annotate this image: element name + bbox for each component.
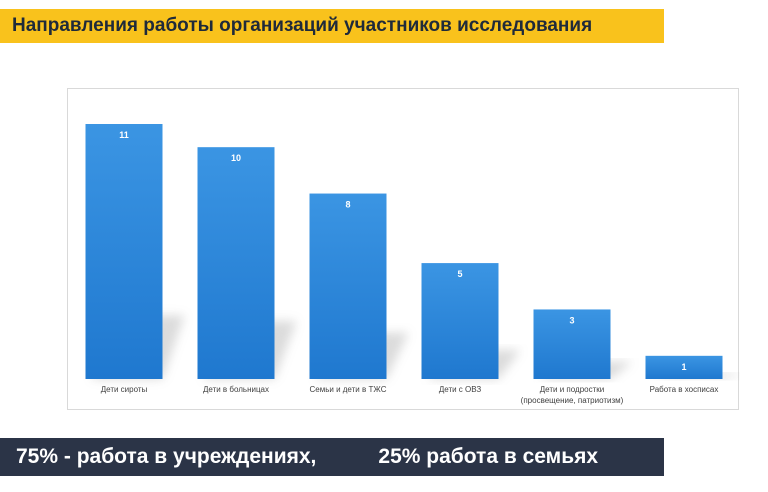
bar bbox=[533, 309, 611, 379]
title-banner: Направления работы организаций участнико… bbox=[0, 9, 664, 43]
bar bbox=[645, 355, 723, 379]
x-tick-label: Дети и подростки (просвещение, патриотизм… bbox=[521, 385, 624, 405]
bar-chart: 11 10 8 5 3 1 Дети сироты Дети в больницах Семь… bbox=[67, 88, 740, 410]
x-tick-label: Дети сироты bbox=[101, 385, 148, 394]
page-title: Направления работы организаций участнико… bbox=[12, 15, 593, 36]
bar-value-label: 5 bbox=[457, 269, 462, 279]
bar-value-label: 3 bbox=[569, 315, 574, 325]
bar bbox=[197, 147, 275, 379]
footer-left-text: 75% - работа в учреждениях, bbox=[16, 445, 317, 468]
bar bbox=[421, 263, 499, 379]
bar bbox=[309, 193, 387, 379]
x-tick-label: Семьи и дети в ТЖС bbox=[309, 385, 386, 394]
bar-value-label: 8 bbox=[345, 200, 350, 210]
x-tick-label: Дети в больницах bbox=[203, 385, 269, 394]
footer-banner: 75% - работа в учреждениях, 25% работа в… bbox=[0, 438, 664, 476]
bar-value-label: 11 bbox=[119, 130, 129, 140]
bar-value-label: 1 bbox=[681, 362, 686, 372]
x-tick-label: Работа в хосписах bbox=[650, 385, 719, 394]
x-tick-label: Дети с ОВЗ bbox=[439, 385, 481, 394]
footer-right-text: 25% работа в семьях bbox=[378, 445, 599, 468]
bar-value-label: 10 bbox=[231, 153, 241, 163]
bar bbox=[85, 124, 163, 379]
chart-canvas: 11 10 8 5 3 1 Дети сироты Дети в больницах Семь… bbox=[85, 124, 740, 405]
